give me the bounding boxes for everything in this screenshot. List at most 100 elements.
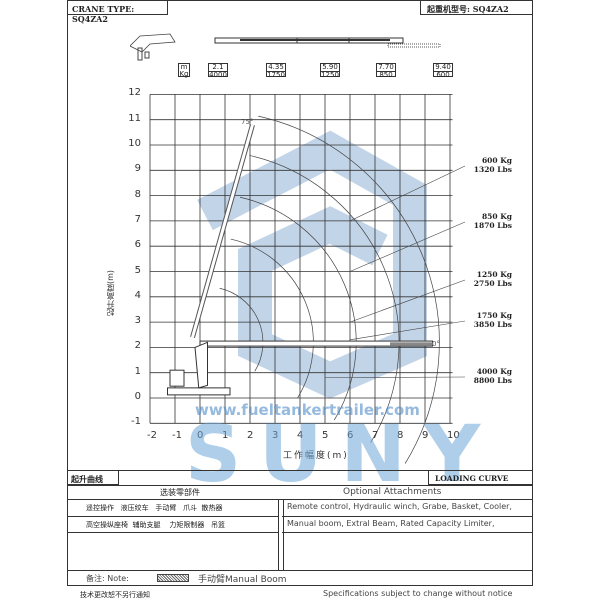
reach-cell: 2.1 4000 [208,63,228,79]
x-tick: 4 [297,430,304,441]
reach-unit-box: m Kg [178,63,190,78]
bottom-note-cn: 技术更改恕不另行通知 [80,591,150,599]
x-tick: 10 [447,430,460,441]
load-curve-850 [249,155,400,443]
boom-75deg-inner [191,124,254,338]
x-tick: 9 [422,430,429,441]
y-tick: 4 [134,289,141,301]
reach-cell: 7.70 850 [376,63,396,79]
leader-line [349,279,466,323]
y-tick: 9 [134,163,141,175]
x-tick: 7 [372,430,379,441]
x-tick: 2 [247,430,254,441]
load-kg: 1250 Kg [476,270,512,279]
x-tick: -1 [172,430,182,441]
divider [67,485,533,486]
manual-boom [390,342,433,346]
load-kg: 4000 Kg [476,367,512,376]
load-label: 1250 Kg 2750 Lbs [462,270,512,288]
opt-en-row-1: Remote control, Hydraulic winch, Grabe, … [287,502,512,511]
divider [282,516,533,517]
load-kg: 1750 Kg [476,311,512,320]
load-kg: 850 Kg [481,212,512,221]
opt-en-row-2: Manual boom, Extral Beam, Rated Capacity… [287,519,495,528]
load-chart [149,94,466,464]
leader-line [324,376,466,379]
bottom-note-en: Specifications subject to change without… [323,589,513,598]
load-curve-1250 [239,196,357,421]
divider [67,570,533,571]
y-axis-label: 起升高度(m) [106,270,115,317]
load-label: 600 Kg 1320 Lbs [462,156,512,174]
reach-kg: 1750 [267,71,285,79]
crane-type-en-text: CRANE TYPE: SQ4ZA2 [72,4,135,24]
reach-kg: 4000 [209,71,227,79]
load-label: 4000 Kg 8800 Lbs [462,367,512,385]
divider [282,532,533,533]
leader-line [349,165,466,222]
footer-title-en: LOADING CURVE [428,470,533,485]
leader-line [349,221,466,272]
load-lbs: 1870 Lbs [473,221,512,230]
x-tick: -2 [147,430,157,441]
load-lbs: 8800 Lbs [473,376,512,385]
crane-column [194,341,208,389]
reach-cell: 5.90 1250 [320,63,340,79]
reach-m: 2.1 [209,64,227,72]
note-text: 手动臂Manual Boom [198,575,287,585]
reach-m: 4.35 [267,63,285,72]
drawing-frame [67,0,533,586]
reach-m: 9.40 [434,63,452,72]
y-tick: 3 [134,315,141,327]
watermark-logo: SUNY [185,410,499,500]
leader-line [349,320,466,341]
control-box [169,369,185,387]
unit-m: m [180,63,188,71]
x-tick: 6 [347,430,354,441]
crane-side-view [130,33,441,61]
crane-type-cn-box: 起重机型号: SQ4ZA2 [420,0,533,15]
opt-title-cn: 选装零部件 [160,488,200,497]
crane-type-en-box: CRANE TYPE: SQ4ZA2 [67,0,168,24]
column-divider [278,499,284,570]
y-tick: 0 [134,391,141,402]
reach-kg: 600 [436,71,450,79]
load-kg: 600 Kg [481,156,512,165]
load-lbs: 3850 Lbs [473,320,512,329]
opt-cn-row-1: 遥控操作 液压绞车 手动臂 爪斗 散热器 [86,504,223,512]
divider [67,532,278,533]
reach-cell: 9.40 600 [433,63,453,79]
load-label: 1750 Kg 3850 Lbs [462,311,512,329]
load-curve-1750 [230,238,314,398]
load-lbs: 2750 Lbs [473,279,512,288]
y-tick: 11 [128,112,141,124]
divider [67,499,533,500]
x-tick: 5 [322,430,329,441]
load-curve-600 [258,115,440,464]
y-tick: 6 [134,239,141,251]
divider [67,470,533,471]
y-tick: 10 [128,138,141,149]
crane-type-cn-text: 起重机型号: SQ4ZA2 [427,4,509,14]
angle-0: 0° [432,340,440,348]
y-tick: 7 [134,213,141,225]
footer-title-cn: 起升曲线 [67,470,119,485]
reach-m: 5.90 [321,63,339,72]
load-lbs: 1320 Lbs [473,165,512,174]
manual-boom-hatch-icon [157,574,189,582]
load-curve-4000 [219,287,264,372]
reach-kg: 1250 [321,71,339,79]
y-tick: 5 [134,264,141,276]
divider [67,516,278,517]
angle-75: 75° [241,118,254,126]
watermark-url: www.fueltankertrailer.com [195,401,420,419]
y-tick: 12 [128,87,141,99]
y-tick: -1 [131,416,141,428]
y-tick: 8 [134,188,141,200]
unit-kg: Kg [179,70,189,78]
note-label: 备注: Note: [86,574,129,583]
reach-m: 7.70 [377,63,395,72]
x-tick: 1 [222,430,229,441]
crane-base [167,387,231,396]
x-tick: 8 [397,430,404,441]
